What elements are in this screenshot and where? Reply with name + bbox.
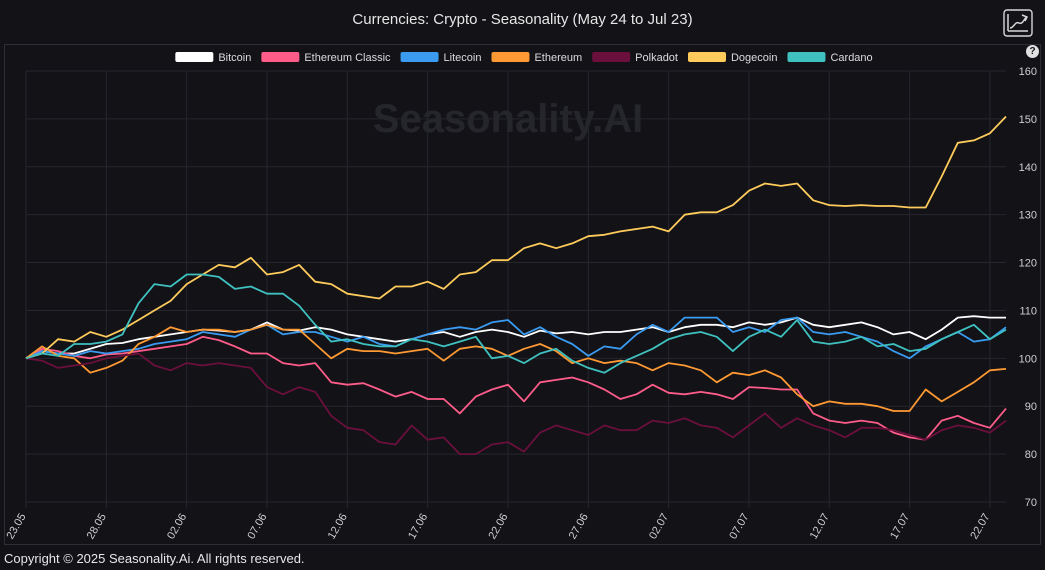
series-line-polkadot[interactable] (25, 352, 1007, 456)
y-tick-label: 160 (1019, 66, 1037, 78)
legend-label: Ethereum (534, 52, 582, 64)
series-line-cardano[interactable] (25, 273, 1007, 374)
y-tick-label: 120 (1019, 258, 1037, 270)
x-tick-label: 02.06 (165, 512, 189, 542)
legend-label: Dogecoin (731, 52, 777, 64)
title-bar: Currencies: Crypto - Seasonality (May 24… (0, 0, 1045, 44)
watermark: Seasonality.AI (373, 97, 643, 141)
x-tick-label: 22.06 (486, 512, 510, 542)
legend-swatch (687, 52, 726, 62)
x-tick-label: 07.07 (727, 512, 751, 542)
legend-item-bitcoin[interactable]: Bitcoin (175, 52, 251, 64)
legend-label: Polkadot (635, 52, 678, 64)
legend-label: Litecoin (444, 52, 482, 64)
legend-item-polkadot[interactable]: Polkadot (592, 52, 678, 64)
legend-label: Ethereum Classic (304, 52, 391, 64)
chart-frame (4, 44, 1041, 545)
legend-swatch (175, 52, 214, 62)
x-tick-label: 17.07 (888, 512, 912, 542)
legend-swatch (491, 52, 530, 62)
line-chart-icon[interactable] (1003, 9, 1033, 37)
legend-item-litecoin[interactable]: Litecoin (400, 52, 482, 64)
legend-swatch (592, 52, 631, 62)
y-tick-label: 140 (1019, 162, 1037, 174)
y-tick-label: 80 (1025, 449, 1037, 461)
legend-swatch (400, 52, 439, 62)
series-line-ethereum[interactable] (25, 323, 1007, 412)
copyright: Copyright © 2025 Seasonality.Ai. All rig… (4, 551, 305, 566)
y-tick-label: 110 (1019, 305, 1037, 317)
legend-swatch (787, 52, 826, 62)
legend-label: Bitcoin (218, 52, 251, 64)
y-axis: 70 80 90 100 110 120 130 140 150 160 (1019, 66, 1037, 509)
x-tick-label: 27.06 (567, 512, 591, 542)
y-tick-label: 130 (1019, 210, 1037, 222)
legend: Bitcoin Ethereum Classic Litecoin Ethereum P… (175, 52, 873, 64)
legend-item-ethereum[interactable]: Ethereum (491, 52, 582, 64)
y-tick-label: 150 (1019, 114, 1037, 126)
chart: Seasonality.AI 70 80 90 100 110 120 130 140 150 1… (4, 52, 1037, 542)
x-tick-label: 17.06 (406, 512, 430, 542)
x-axis: 23.05 28.05 02.06 07.06 12.06 17.06 22.06 27.06… (4, 512, 992, 542)
x-tick-label: 28.05 (85, 512, 109, 542)
legend-item-ethereum-classic[interactable]: Ethereum Classic (261, 52, 391, 64)
legend-item-dogecoin[interactable]: Dogecoin (687, 52, 777, 64)
x-tick-label: 23.05 (4, 512, 28, 542)
y-tick-label: 90 (1025, 401, 1037, 413)
help-icon[interactable]: ? (1026, 45, 1039, 58)
series-lines (25, 115, 1007, 456)
x-tick-label: 02.07 (647, 512, 671, 542)
series-line-ethereum-classic[interactable] (25, 335, 1007, 441)
chart-grid (25, 70, 1006, 508)
x-tick-label: 12.07 (808, 512, 832, 542)
legend-item-cardano[interactable]: Cardano (787, 52, 873, 64)
series-line-litecoin[interactable] (25, 316, 1007, 360)
y-tick-label: 70 (1025, 497, 1037, 509)
x-tick-label: 07.06 (245, 512, 269, 542)
y-tick-label: 100 (1019, 353, 1037, 365)
legend-swatch (261, 52, 300, 62)
x-tick-label: 22.07 (968, 512, 992, 542)
series-line-dogecoin[interactable] (25, 115, 1007, 360)
chart-title: Currencies: Crypto - Seasonality (May 24… (352, 11, 693, 28)
x-tick-label: 12.06 (326, 512, 350, 542)
legend-label: Cardano (830, 52, 872, 64)
